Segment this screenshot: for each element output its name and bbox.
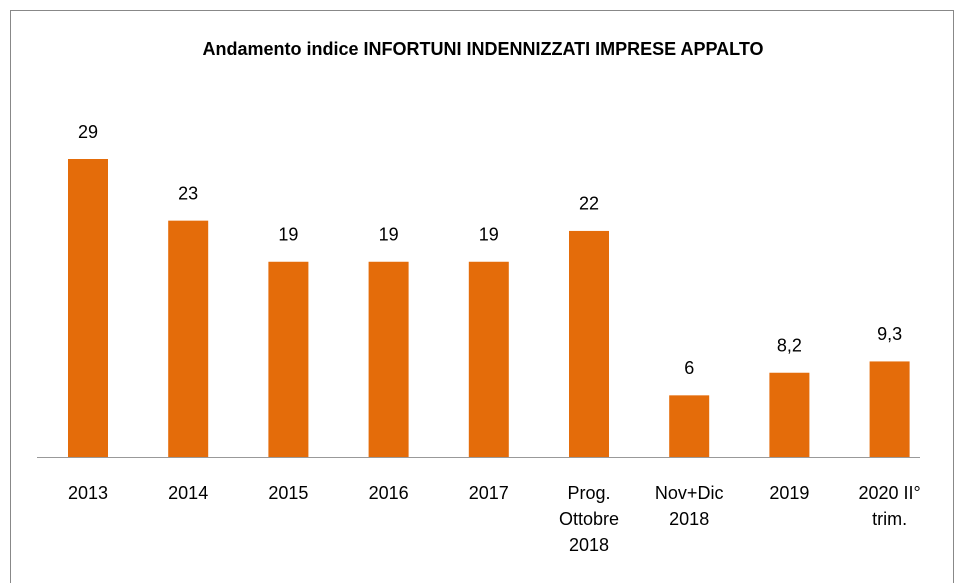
x-tick-label: Nov+Dic 2018 <box>654 483 724 529</box>
x-tick-label: 2020 II° trim. <box>858 483 921 529</box>
bar <box>569 230 609 457</box>
data-label: 23 <box>178 183 198 203</box>
bar <box>468 261 509 457</box>
bar <box>168 220 209 457</box>
bar <box>268 261 309 457</box>
x-tick-label: 2015 <box>268 483 309 503</box>
data-label: 9,3 <box>877 324 902 344</box>
x-tick-label: 2014 <box>168 483 209 503</box>
chart-title: Andamento indice INFORTUNI INDENNIZZATI … <box>202 39 763 59</box>
x-tick-label: 2019 <box>769 483 810 503</box>
x-tick-label: 2017 <box>468 483 509 503</box>
bar <box>68 159 108 457</box>
data-label: 6 <box>684 358 694 378</box>
x-tick-label: 2013 <box>67 483 109 503</box>
data-label: 19 <box>379 225 399 245</box>
data-label: 29 <box>78 122 98 142</box>
bar <box>669 395 710 457</box>
x-tick-label: 2016 <box>368 483 409 503</box>
bar <box>769 372 810 457</box>
data-label: 8,2 <box>777 335 802 355</box>
x-tick-label: Prog. Ottobre 2018 <box>558 483 620 555</box>
bar <box>869 361 910 457</box>
data-label: 19 <box>278 225 298 245</box>
bar <box>368 261 409 457</box>
data-label: 22 <box>579 194 599 214</box>
data-label: 19 <box>479 225 499 245</box>
